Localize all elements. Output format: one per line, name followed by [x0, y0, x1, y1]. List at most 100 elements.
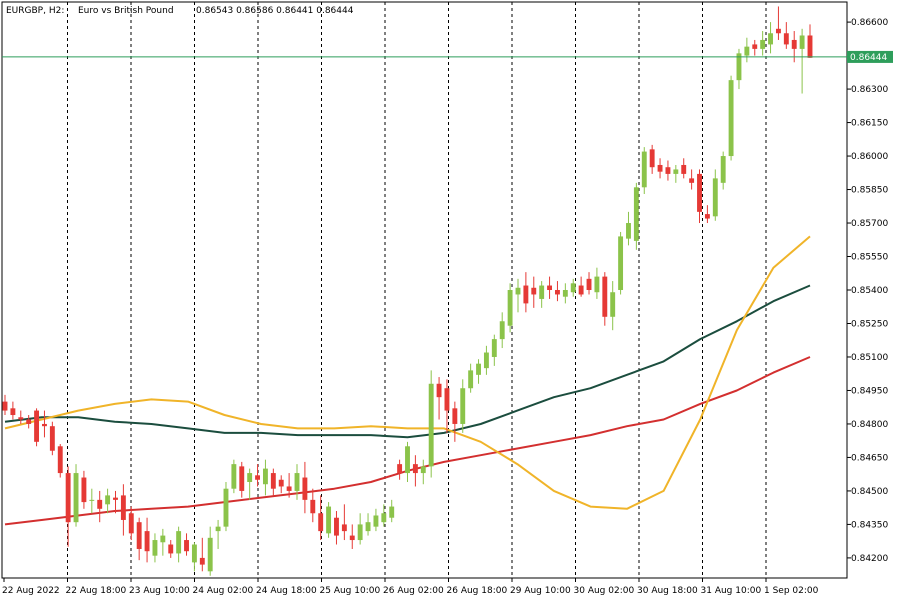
candle [184, 533, 189, 556]
candle [720, 151, 726, 190]
candle-body [452, 408, 458, 424]
candle [128, 506, 134, 541]
candle-body [539, 285, 545, 299]
candle [49, 421, 55, 456]
candle-body [728, 80, 734, 157]
candle [736, 48, 742, 90]
candle-body [89, 499, 95, 501]
candle-body [712, 178, 718, 217]
candle-body [286, 486, 292, 491]
candle-body [318, 513, 324, 532]
candle-body [49, 426, 55, 451]
x-axis: 22 Aug 2022 22 Aug 18:00 23 Aug 10:00 24 Au… [2, 578, 819, 596]
candle-body [610, 292, 616, 317]
candle [373, 508, 379, 532]
candle-body [341, 524, 347, 532]
candle [531, 276, 537, 308]
candle [547, 276, 553, 299]
candle [168, 540, 174, 558]
candle-body [555, 290, 560, 295]
candle-body [239, 466, 245, 491]
candle [649, 144, 655, 174]
candle-body [113, 497, 118, 500]
candle [468, 363, 474, 393]
candle-body [586, 278, 592, 290]
candle [262, 459, 268, 496]
candle-body [120, 495, 126, 520]
x-tick-label: 26 Aug 02:00 [383, 586, 444, 596]
candle [562, 283, 568, 304]
candle-body [168, 544, 174, 554]
candle-body [26, 419, 32, 424]
candle [302, 461, 308, 514]
candle-body [128, 513, 134, 534]
candle [594, 267, 600, 299]
candle [760, 31, 766, 56]
candle [389, 499, 395, 523]
candle [689, 169, 695, 190]
candle-body [752, 44, 758, 49]
candle-body [760, 39, 766, 49]
candle-body [665, 167, 671, 174]
fast-ma-line [4, 235, 811, 510]
candle [570, 278, 576, 297]
candle-body [262, 468, 268, 485]
candle [412, 455, 418, 487]
y-tick-label: 0.85550 [851, 253, 888, 263]
candle [294, 464, 300, 500]
candle [752, 39, 758, 56]
candle [152, 533, 158, 563]
candle [555, 281, 560, 302]
candle-body [294, 473, 300, 491]
candle-body [476, 363, 481, 375]
y-tick-label: 0.86150 [851, 119, 888, 129]
candle [697, 169, 702, 224]
candle-body [602, 276, 608, 317]
candle [681, 158, 687, 179]
y-axis: 0.86600 0.86300 0.86150 0.86000 0.85850 0.857… [847, 18, 893, 564]
candle [341, 504, 347, 541]
candle-body [697, 173, 702, 212]
candle [539, 281, 545, 308]
candle [326, 502, 332, 538]
x-tick-label: 22 Aug 18:00 [66, 586, 127, 596]
y-tick-label: 0.84650 [851, 453, 888, 463]
candle [286, 473, 292, 498]
candle-body [491, 339, 497, 357]
y-tick-label: 0.84950 [851, 386, 888, 396]
current-price-label: 0.86444 [850, 53, 887, 63]
candle [673, 164, 679, 183]
candle [444, 379, 450, 433]
candle [657, 158, 663, 179]
candle-body [215, 526, 221, 532]
candle-body [160, 535, 166, 543]
candle [618, 231, 624, 295]
candles [2, 6, 813, 576]
candle [728, 75, 734, 161]
y-tick-label: 0.84350 [851, 520, 888, 530]
candle [73, 464, 79, 527]
candle-body [744, 46, 750, 56]
y-tick-label: 0.85400 [851, 286, 888, 296]
candle-body [231, 464, 237, 489]
candle [334, 511, 339, 545]
candle [610, 281, 616, 331]
candle [523, 272, 529, 313]
y-tick-label: 0.85100 [851, 353, 888, 363]
candle [665, 160, 671, 181]
candle [357, 513, 363, 545]
candle-body [34, 410, 40, 442]
candle-body [81, 477, 87, 503]
y-tick-label: 0.86600 [851, 18, 888, 28]
candle-body [799, 35, 805, 49]
x-tick-label: 24 Aug 18:00 [256, 586, 317, 596]
candle-body [783, 33, 789, 45]
candle [105, 488, 111, 514]
candle [436, 377, 442, 420]
candle-body [357, 524, 363, 541]
candle-body [791, 39, 797, 49]
candle-body [136, 522, 142, 549]
candle [775, 6, 781, 40]
candle [97, 490, 103, 523]
